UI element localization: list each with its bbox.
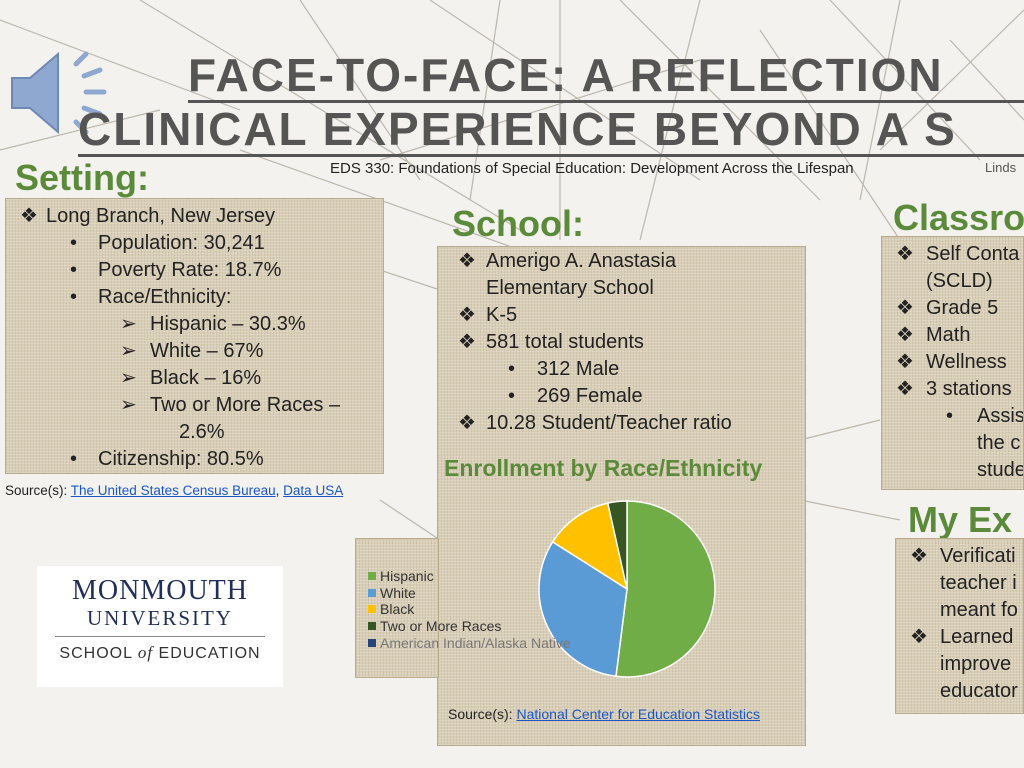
setting-item-hispanic: ➢ Hispanic – 30.3% bbox=[6, 311, 383, 338]
classroom-item-stations: ❖ 3 stations bbox=[882, 376, 1023, 403]
chart-title: Enrollment by Race/Ethnicity bbox=[444, 455, 763, 481]
diamond-bullet-icon: ❖ bbox=[896, 351, 914, 373]
experience-heading: My Ex bbox=[908, 499, 1013, 540]
dot-bullet-icon: • bbox=[508, 358, 516, 380]
legend-item-white: White bbox=[368, 585, 416, 601]
data-usa-link[interactable]: Data USA bbox=[283, 483, 344, 498]
dot-bullet-icon: • bbox=[70, 259, 78, 281]
classroom-item-math: ❖ Math bbox=[882, 322, 1023, 349]
legend-item-hispanic: Hispanic bbox=[368, 568, 434, 584]
monmouth-university-logo: MONMOUTH UNIVERSITY SCHOOL of EDUCATION bbox=[37, 566, 283, 687]
setting-panel: ❖ Long Branch, New Jersey • Population: 30… bbox=[5, 198, 384, 474]
dot-bullet-icon: • bbox=[508, 385, 516, 407]
diamond-bullet-icon: ❖ bbox=[910, 545, 928, 567]
setting-item-two-races-cont: 2.6% bbox=[179, 421, 225, 443]
speaker-icon[interactable] bbox=[6, 46, 116, 138]
classroom-item-assist-3: stude bbox=[977, 459, 1024, 481]
setting-item-two-races: ➢ Two or More Races – bbox=[6, 392, 383, 419]
classroom-item-grade: ❖ Grade 5 bbox=[882, 295, 1023, 322]
author-name: Linds bbox=[985, 160, 1017, 175]
diamond-bullet-icon: ❖ bbox=[896, 378, 914, 400]
setting-source: Source(s): The United States Census Bure… bbox=[5, 483, 344, 498]
setting-item-white: ➢ White – 67% bbox=[6, 338, 383, 365]
classroom-item-wellness: ❖ Wellness bbox=[882, 349, 1023, 376]
logo-divider bbox=[55, 636, 265, 637]
school-item-male: • 312 Male bbox=[438, 356, 805, 383]
experience-panel: ❖ Verificati teacher i meant fo ❖ Learned … bbox=[895, 538, 1024, 714]
legend-item-black: Black bbox=[368, 601, 414, 617]
classroom-item-assist: • Assis bbox=[882, 403, 1023, 430]
diamond-bullet-icon: ❖ bbox=[458, 331, 476, 353]
school-heading: School: bbox=[452, 203, 584, 244]
setting-item-location: ❖ Long Branch, New Jersey bbox=[6, 203, 383, 230]
arrow-bullet-icon: ➢ bbox=[120, 340, 137, 362]
setting-item-citizenship: • Citizenship: 80.5% bbox=[6, 446, 383, 473]
legend-swatch bbox=[368, 622, 376, 630]
setting-heading: Setting: bbox=[15, 157, 149, 198]
setting-item-poverty: • Poverty Rate: 18.7% bbox=[6, 257, 383, 284]
census-bureau-link[interactable]: The United States Census Bureau bbox=[70, 483, 276, 498]
school-item-total: ❖ 581 total students bbox=[438, 329, 805, 356]
school-item-ratio: ❖ 10.28 Student/Teacher ratio bbox=[438, 410, 805, 437]
setting-item-population: • Population: 30,241 bbox=[6, 230, 383, 257]
diamond-bullet-icon: ❖ bbox=[458, 304, 476, 326]
diamond-bullet-icon: ❖ bbox=[896, 324, 914, 346]
diamond-bullet-icon: ❖ bbox=[910, 626, 928, 648]
classroom-panel: ❖ Self Conta (SCLD) ❖ Grade 5 ❖ Math ❖ Welln… bbox=[881, 236, 1024, 490]
school-item-name: ❖ Amerigo A. Anastasia Elementary School bbox=[458, 250, 677, 299]
school-item-female: • 269 Female bbox=[438, 383, 805, 410]
enrollment-pie-chart bbox=[538, 500, 716, 678]
experience-item-verification-3: meant fo bbox=[940, 599, 1018, 621]
experience-item-verification-2: teacher i bbox=[940, 572, 1017, 594]
poster-title-line-2: CLINICAL EXPERIENCE BEYOND A S bbox=[78, 104, 1024, 157]
pie-slice-two-or-more-races bbox=[606, 500, 628, 590]
experience-item-learned: ❖ Learned bbox=[896, 624, 1023, 651]
legend-swatch bbox=[368, 589, 376, 597]
nces-link[interactable]: National Center for Education Statistics bbox=[516, 706, 761, 722]
legend-item-american-indian: American Indian/Alaska Native bbox=[368, 635, 571, 651]
poster-title-line-1: FACE-TO-FACE: A REFLECTION bbox=[188, 50, 1024, 103]
setting-item-race: • Race/Ethnicity: bbox=[6, 284, 383, 311]
dot-bullet-icon: • bbox=[946, 405, 954, 427]
pie-slice-hispanic bbox=[615, 500, 716, 678]
classroom-item-self-contained: ❖ Self Conta bbox=[882, 241, 1023, 268]
diamond-bullet-icon: ❖ bbox=[20, 205, 38, 227]
experience-item-learned-2: improve bbox=[940, 653, 1012, 675]
diamond-bullet-icon: ❖ bbox=[458, 250, 476, 272]
dot-bullet-icon: • bbox=[70, 448, 78, 470]
arrow-bullet-icon: ➢ bbox=[120, 394, 137, 416]
arrow-bullet-icon: ➢ bbox=[120, 313, 137, 335]
dot-bullet-icon: • bbox=[70, 286, 78, 308]
legend-item-two-races: Two or More Races bbox=[368, 618, 501, 634]
experience-item-verification: ❖ Verificati bbox=[896, 543, 1023, 570]
legend-swatch bbox=[368, 639, 376, 647]
classroom-heading: Classro bbox=[893, 197, 1024, 238]
legend-swatch bbox=[368, 572, 376, 580]
dot-bullet-icon: • bbox=[70, 232, 78, 254]
classroom-item-scld: (SCLD) bbox=[926, 270, 993, 292]
school-item-grades: ❖ K-5 bbox=[438, 302, 805, 329]
school-source: Source(s): National Center for Education… bbox=[448, 706, 761, 722]
pie-slice-black bbox=[551, 502, 629, 591]
diamond-bullet-icon: ❖ bbox=[458, 412, 476, 434]
diamond-bullet-icon: ❖ bbox=[896, 243, 914, 265]
course-subtitle: EDS 330: Foundations of Special Educatio… bbox=[330, 160, 854, 177]
arrow-bullet-icon: ➢ bbox=[120, 367, 137, 389]
setting-item-black: ➢ Black – 16% bbox=[6, 365, 383, 392]
diamond-bullet-icon: ❖ bbox=[896, 297, 914, 319]
classroom-item-assist-2: the c bbox=[977, 432, 1021, 454]
legend-swatch bbox=[368, 605, 376, 613]
experience-item-learned-3: educator bbox=[940, 680, 1018, 702]
